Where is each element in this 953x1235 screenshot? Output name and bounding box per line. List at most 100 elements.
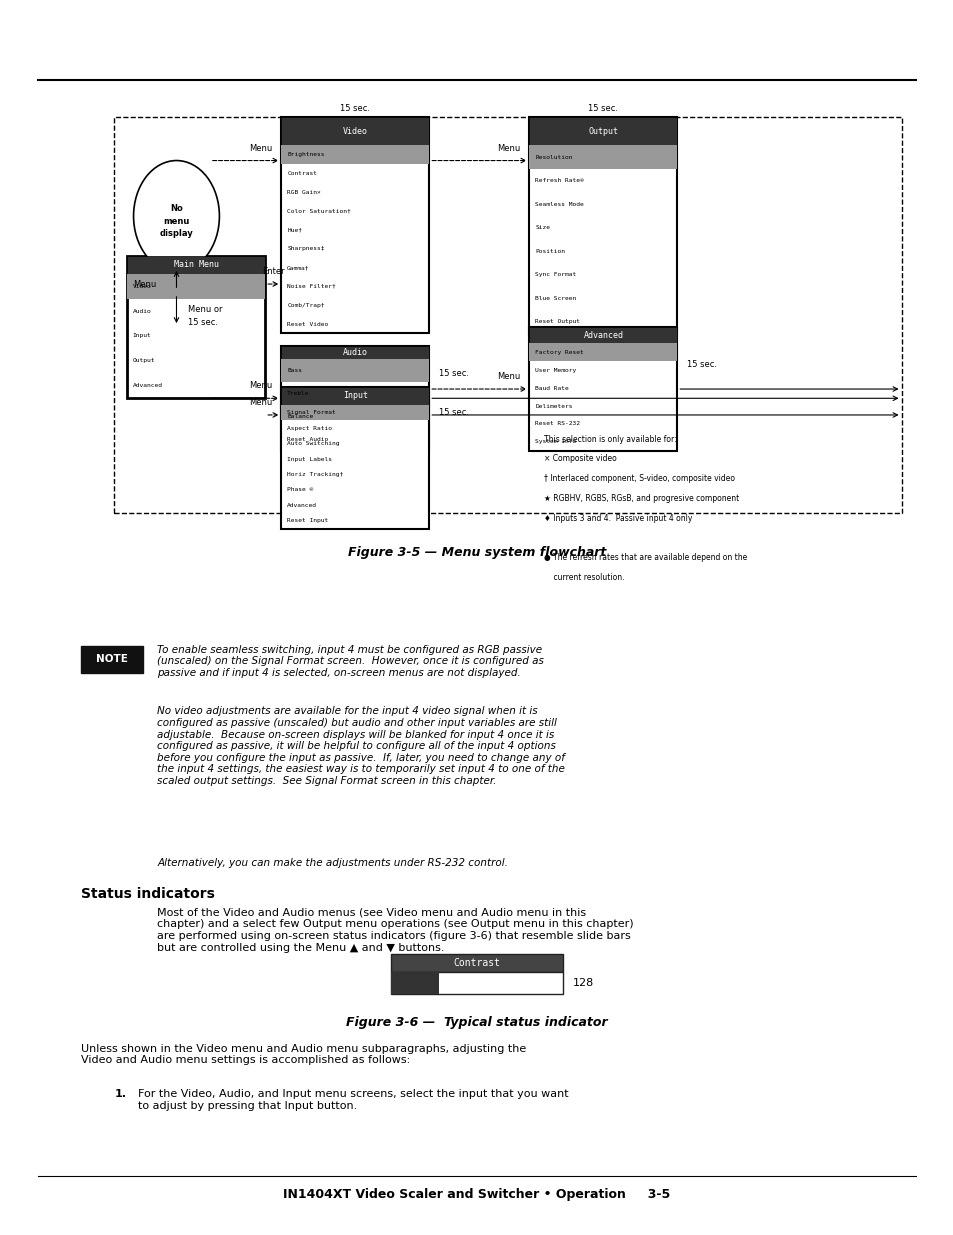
Text: Treble: Treble bbox=[287, 391, 310, 396]
Text: Menu: Menu bbox=[497, 143, 519, 153]
FancyBboxPatch shape bbox=[281, 146, 429, 164]
Text: Signal Format: Signal Format bbox=[287, 410, 335, 415]
FancyBboxPatch shape bbox=[127, 256, 265, 398]
FancyBboxPatch shape bbox=[127, 274, 265, 299]
FancyBboxPatch shape bbox=[127, 256, 265, 274]
Text: Resolution: Resolution bbox=[535, 154, 572, 159]
FancyBboxPatch shape bbox=[529, 117, 677, 333]
Text: Alternatively, you can make the adjustments under RS-232 control.: Alternatively, you can make the adjustme… bbox=[157, 858, 508, 868]
Text: 15 sec.: 15 sec. bbox=[588, 104, 618, 114]
Text: Horiz Tracking†: Horiz Tracking† bbox=[287, 472, 343, 477]
Text: Auto Switching: Auto Switching bbox=[287, 441, 339, 446]
Text: current resolution.: current resolution. bbox=[543, 573, 623, 582]
Text: Noise Filter†: Noise Filter† bbox=[287, 284, 335, 289]
Text: Seamless Mode: Seamless Mode bbox=[535, 201, 583, 206]
Circle shape bbox=[133, 161, 219, 272]
Text: 15 sec.: 15 sec. bbox=[438, 408, 468, 417]
Text: Advanced: Advanced bbox=[583, 331, 622, 340]
Text: This selection is only available for:: This selection is only available for: bbox=[543, 435, 676, 443]
Text: Contrast: Contrast bbox=[287, 172, 316, 177]
Text: Figure 3-5 — Menu system flowchart: Figure 3-5 — Menu system flowchart bbox=[348, 546, 605, 559]
Text: Balance: Balance bbox=[287, 414, 314, 419]
Text: Refresh Rate®: Refresh Rate® bbox=[535, 178, 583, 183]
Text: Input: Input bbox=[342, 391, 368, 400]
Text: 15 sec.: 15 sec. bbox=[340, 104, 370, 114]
Text: User Memory: User Memory bbox=[535, 368, 576, 373]
Text: Advanced: Advanced bbox=[132, 383, 162, 388]
Text: NOTE: NOTE bbox=[96, 655, 128, 664]
Text: Bass: Bass bbox=[287, 368, 302, 373]
Text: Unless shown in the Video menu and Audio menu subparagraphs, adjusting the
Video: Unless shown in the Video menu and Audio… bbox=[81, 1044, 526, 1065]
Text: For the Video, Audio, and Input menu screens, select the input that you want
to : For the Video, Audio, and Input menu scr… bbox=[138, 1089, 568, 1110]
FancyBboxPatch shape bbox=[281, 359, 429, 383]
Text: Output: Output bbox=[132, 358, 155, 363]
FancyBboxPatch shape bbox=[281, 346, 429, 451]
Text: † Interlaced component, S-video, composite video: † Interlaced component, S-video, composi… bbox=[543, 474, 734, 483]
Text: Output: Output bbox=[588, 127, 618, 136]
FancyBboxPatch shape bbox=[391, 955, 562, 972]
Text: Size: Size bbox=[535, 225, 550, 230]
FancyBboxPatch shape bbox=[529, 327, 677, 343]
FancyBboxPatch shape bbox=[391, 972, 562, 994]
Text: Phase ®: Phase ® bbox=[287, 488, 314, 493]
FancyBboxPatch shape bbox=[281, 117, 429, 146]
Text: Blue Screen: Blue Screen bbox=[535, 295, 576, 300]
Text: Status indicators: Status indicators bbox=[81, 887, 214, 900]
Text: Reset RS-232: Reset RS-232 bbox=[535, 421, 579, 426]
Text: Main Menu: Main Menu bbox=[173, 261, 218, 269]
Text: IN1404XT Video Scaler and Switcher • Operation     3-5: IN1404XT Video Scaler and Switcher • Ope… bbox=[283, 1188, 670, 1202]
Text: Audio: Audio bbox=[132, 309, 152, 314]
FancyBboxPatch shape bbox=[529, 343, 677, 361]
Text: Menu: Menu bbox=[249, 143, 272, 153]
Text: × Composite video: × Composite video bbox=[543, 454, 616, 463]
Text: 15 sec.: 15 sec. bbox=[188, 317, 217, 327]
Text: Reset Audio: Reset Audio bbox=[287, 437, 328, 442]
Text: Baud Rate: Baud Rate bbox=[535, 385, 568, 390]
FancyBboxPatch shape bbox=[281, 387, 429, 529]
Text: Reset Input: Reset Input bbox=[287, 519, 328, 524]
Text: Menu: Menu bbox=[249, 398, 272, 408]
Text: System Info: System Info bbox=[535, 440, 576, 445]
Text: Hue†: Hue† bbox=[287, 227, 302, 232]
Text: 1.: 1. bbox=[114, 1089, 127, 1099]
Text: Input: Input bbox=[132, 333, 152, 338]
FancyBboxPatch shape bbox=[529, 146, 677, 169]
FancyBboxPatch shape bbox=[81, 646, 143, 673]
Text: ♦ Inputs 3 and 4.  Passive input 4 only: ♦ Inputs 3 and 4. Passive input 4 only bbox=[543, 514, 692, 522]
FancyBboxPatch shape bbox=[391, 972, 438, 994]
Text: Color Saturation†: Color Saturation† bbox=[287, 209, 351, 214]
Text: Enter: Enter bbox=[262, 267, 284, 277]
Text: Brightness: Brightness bbox=[287, 152, 324, 157]
Text: No: No bbox=[170, 204, 183, 214]
FancyBboxPatch shape bbox=[281, 346, 429, 359]
Text: Sync Format: Sync Format bbox=[535, 272, 576, 277]
Text: Contrast: Contrast bbox=[453, 958, 500, 968]
Text: Delimeters: Delimeters bbox=[535, 404, 572, 409]
Text: Advanced: Advanced bbox=[287, 503, 316, 508]
Text: 15 sec.: 15 sec. bbox=[686, 359, 716, 369]
Text: Comb/Trap†: Comb/Trap† bbox=[287, 303, 324, 308]
Text: To enable seamless switching, input 4 must be configured as RGB passive
(unscale: To enable seamless switching, input 4 mu… bbox=[157, 645, 544, 678]
Text: Sharpness‡: Sharpness‡ bbox=[287, 246, 324, 252]
Text: RGB Gain×: RGB Gain× bbox=[287, 190, 320, 195]
Text: Reset Output: Reset Output bbox=[535, 319, 579, 325]
Text: Menu: Menu bbox=[249, 382, 272, 390]
Text: ● The refresh rates that are available depend on the: ● The refresh rates that are available d… bbox=[543, 553, 746, 562]
Text: Most of the Video and Audio menus (see Video menu and Audio menu in this
chapter: Most of the Video and Audio menus (see V… bbox=[157, 908, 634, 952]
FancyBboxPatch shape bbox=[281, 405, 429, 420]
Text: Menu: Menu bbox=[497, 372, 519, 382]
Text: Menu: Menu bbox=[133, 279, 156, 289]
Text: Position: Position bbox=[535, 248, 564, 253]
Text: display: display bbox=[159, 228, 193, 238]
FancyBboxPatch shape bbox=[281, 387, 429, 405]
Text: Input Labels: Input Labels bbox=[287, 457, 332, 462]
Text: Video: Video bbox=[342, 127, 368, 136]
FancyBboxPatch shape bbox=[281, 117, 429, 333]
Text: 15 sec.: 15 sec. bbox=[438, 369, 468, 378]
Text: 128: 128 bbox=[572, 978, 593, 988]
Text: Aspect Ratio: Aspect Ratio bbox=[287, 426, 332, 431]
Text: No video adjustments are available for the input 4 video signal when it is
confi: No video adjustments are available for t… bbox=[157, 706, 565, 785]
FancyBboxPatch shape bbox=[529, 117, 677, 146]
Text: ★ RGBHV, RGBS, RGsB, and progresive component: ★ RGBHV, RGBS, RGsB, and progresive comp… bbox=[543, 494, 739, 503]
Text: Gamma†: Gamma† bbox=[287, 266, 310, 270]
